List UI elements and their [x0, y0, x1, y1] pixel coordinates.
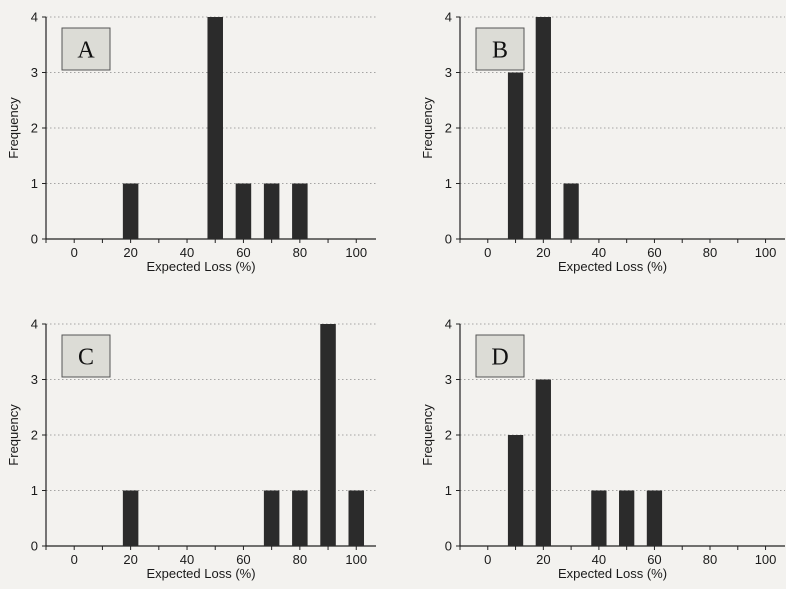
x-tick-label: 20 [536, 245, 550, 260]
x-tick-label: 60 [236, 245, 250, 260]
y-tick-label: 0 [31, 539, 38, 554]
x-tick-label: 100 [755, 245, 777, 260]
histogram-bar [122, 490, 139, 546]
panel-label-d: D [491, 345, 508, 371]
x-tick-label: 0 [71, 552, 78, 567]
x-tick-label: 100 [345, 552, 367, 567]
y-tick-label: 1 [445, 483, 452, 498]
histogram-bar [292, 490, 308, 546]
y-tick-label: 2 [445, 428, 452, 443]
x-tick-label: 0 [71, 245, 78, 260]
y-tick-label: 4 [445, 317, 452, 332]
y-tick-label: 4 [445, 10, 452, 25]
panel-label-c: C [78, 345, 94, 371]
histogram-bar [235, 183, 252, 239]
y-tick-label: 1 [31, 483, 38, 498]
y-tick-label: 2 [31, 428, 38, 443]
panel-label-b: B [492, 38, 508, 64]
x-tick-label: 40 [592, 552, 606, 567]
x-tick-label: 40 [180, 245, 194, 260]
histogram-bar [646, 490, 663, 546]
y-tick-label: 4 [31, 317, 38, 332]
histogram-bar [292, 183, 308, 239]
x-tick-label: 20 [536, 552, 550, 567]
x-tick-label: 60 [236, 552, 250, 567]
histogram-bar [263, 183, 280, 239]
y-axis-title: Frequency [420, 404, 435, 466]
x-tick-label: 20 [123, 245, 137, 260]
histogram-bar [263, 490, 280, 546]
histogram-bar [348, 490, 365, 546]
y-axis-title: Frequency [420, 97, 435, 159]
y-tick-label: 3 [31, 65, 38, 80]
x-tick-label: 80 [703, 552, 717, 567]
x-tick-label: 80 [293, 245, 307, 260]
y-axis-title: Frequency [6, 97, 21, 159]
y-tick-label: 2 [31, 121, 38, 136]
panel-label-a: A [77, 38, 95, 64]
x-axis-title: Expected Loss (%) [558, 566, 667, 581]
panel-label-box [475, 334, 525, 378]
y-tick-label: 4 [31, 10, 38, 25]
y-tick-label: 2 [445, 121, 452, 136]
y-tick-label: 3 [31, 372, 38, 387]
y-tick-label: 3 [445, 65, 452, 80]
histogram-bar [563, 183, 579, 239]
y-tick-label: 3 [445, 372, 452, 387]
histogram-bar [507, 72, 524, 239]
x-tick-label: 40 [592, 245, 606, 260]
y-axis-title: Frequency [6, 404, 21, 466]
histogram-bar [591, 490, 607, 546]
x-tick-label: 0 [484, 245, 491, 260]
panel-label-box [61, 334, 111, 378]
x-tick-label: 80 [703, 245, 717, 260]
x-tick-label: 40 [180, 552, 194, 567]
panel-label-box [475, 27, 525, 71]
x-axis-title: Expected Loss (%) [146, 566, 255, 581]
x-axis-title: Expected Loss (%) [558, 259, 667, 274]
histogram-bar [320, 324, 336, 546]
x-tick-label: 60 [647, 552, 661, 567]
x-tick-label: 100 [345, 245, 367, 260]
y-tick-label: 0 [445, 232, 452, 247]
x-axis-title: Expected Loss (%) [146, 259, 255, 274]
x-tick-label: 60 [647, 245, 661, 260]
y-tick-label: 1 [445, 176, 452, 191]
histogram-bar [535, 379, 551, 546]
y-tick-label: 1 [31, 176, 38, 191]
x-tick-label: 0 [484, 552, 491, 567]
histogram-bar [535, 17, 551, 239]
y-tick-label: 0 [31, 232, 38, 247]
x-tick-label: 100 [755, 552, 777, 567]
histogram-bar [207, 17, 223, 239]
x-tick-label: 20 [123, 552, 137, 567]
x-tick-label: 80 [293, 552, 307, 567]
histogram-bar [619, 490, 635, 546]
panel-label-box [61, 27, 111, 71]
histogram-bar [507, 435, 524, 546]
y-tick-label: 0 [445, 539, 452, 554]
histogram-bar [122, 183, 139, 239]
